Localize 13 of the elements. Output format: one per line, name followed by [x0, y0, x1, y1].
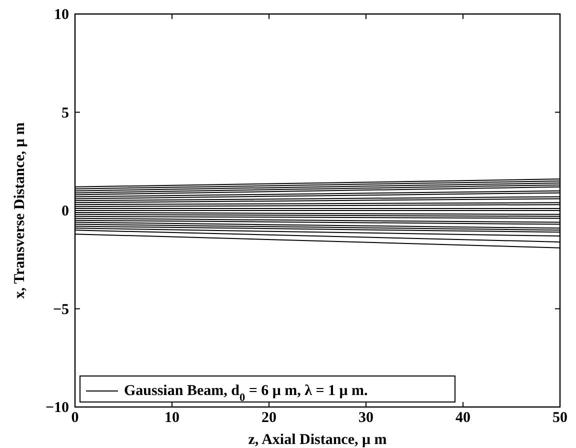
y-tick-label: 0	[62, 204, 69, 220]
y-tick-label: −10	[45, 400, 69, 416]
x-tick-label: 10	[164, 410, 180, 426]
y-tick-label: 10	[54, 7, 69, 23]
legend-label: Gaussian Beam, d$_{0}$ = 6 μ m, λ = 1 μ m.	[124, 383, 368, 404]
x-tick-label: 30	[358, 410, 374, 426]
x-tick-label: 20	[262, 410, 276, 426]
y-tick-label: −5	[52, 302, 69, 318]
x-tick-label: 50	[552, 410, 568, 426]
x-axis-title: z, Axial Distance, μ m	[248, 432, 388, 448]
y-tick-label: 5	[62, 105, 69, 122]
y-axis-title: x, Transverse Distance, μ m	[12, 122, 28, 299]
x-tick-label: 40	[456, 410, 470, 426]
